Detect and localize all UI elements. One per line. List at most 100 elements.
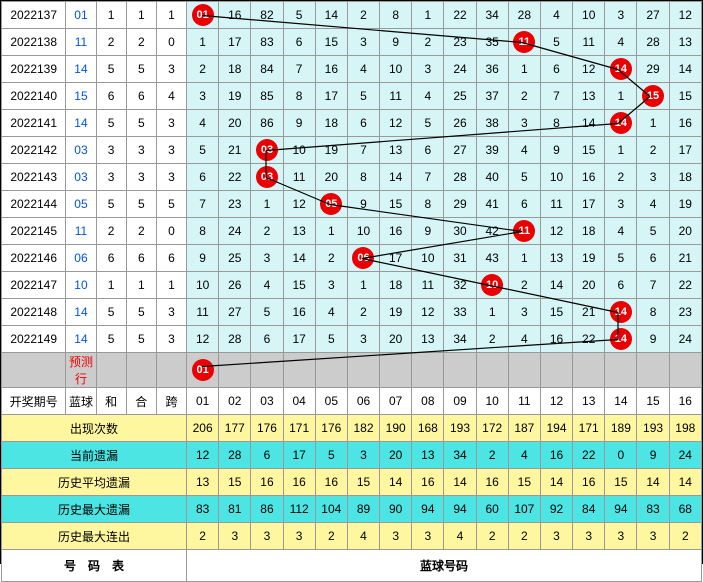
grid-cell: 11 [540, 191, 572, 218]
grid-cell: 24 [444, 56, 476, 83]
blue-cell: 10 [66, 272, 96, 299]
grid-cell: 2 [476, 326, 508, 353]
grid-cell: 12 [669, 2, 701, 29]
stat-row: 当前遗漏1228617532013342416220924 [2, 442, 702, 469]
stat-val: 3 [540, 523, 572, 550]
grid-cell: 19 [380, 299, 412, 326]
heval-cell: 3 [126, 164, 156, 191]
grid-cell: 11 [412, 272, 444, 299]
winning-ball: 14 [610, 301, 632, 323]
hdr-num: 11 [508, 388, 540, 415]
grid-cell: 28 [219, 326, 251, 353]
grid-cell: 11 [283, 164, 315, 191]
grid-cell: 17 [315, 83, 347, 110]
blue-cell: 05 [66, 191, 96, 218]
grid-cell: 6 [251, 326, 283, 353]
he-cell: 5 [96, 326, 126, 353]
grid-cell: 36 [476, 56, 508, 83]
period-cell: 2022139 [2, 56, 66, 83]
grid-cell: 10 [476, 272, 508, 299]
grid-cell: 11 [573, 29, 605, 56]
kua-cell: 3 [156, 56, 186, 83]
grid-cell: 13 [669, 29, 701, 56]
data-row: 2022144055557231120591582941611173419 [2, 191, 702, 218]
stat-val: 4 [508, 442, 540, 469]
stat-val: 193 [637, 415, 669, 442]
grid-cell: 43 [476, 245, 508, 272]
stat-val: 34 [444, 442, 476, 469]
data-row: 20221491455312286175320133424162214924 [2, 326, 702, 353]
grid-cell: 2 [251, 218, 283, 245]
grid-cell: 10 [540, 164, 572, 191]
grid-cell: 35 [476, 29, 508, 56]
grid-cell: 7 [637, 272, 669, 299]
stat-val: 172 [476, 415, 508, 442]
heval-cell: 2 [126, 29, 156, 56]
grid-cell: 14 [605, 56, 637, 83]
stat-val: 3 [283, 523, 315, 550]
stat-val: 4 [444, 523, 476, 550]
hdr-num: 10 [476, 388, 508, 415]
grid-cell: 4 [508, 326, 540, 353]
hdr-num: 08 [412, 388, 444, 415]
period-cell: 2022142 [2, 137, 66, 164]
stat-row: 历史最大连出2333243342233332 [2, 523, 702, 550]
hdr-num: 12 [540, 388, 572, 415]
kua-cell: 3 [156, 326, 186, 353]
stat-val: 16 [315, 469, 347, 496]
stat-val: 171 [573, 415, 605, 442]
grid-cell: 9 [380, 29, 412, 56]
grid-cell: 23 [444, 29, 476, 56]
grid-cell: 15 [573, 137, 605, 164]
period-cell: 2022145 [2, 218, 66, 245]
stat-val: 189 [605, 415, 637, 442]
blue-cell: 11 [66, 218, 96, 245]
stat-val: 15 [508, 469, 540, 496]
data-row: 20221370111101168251428122342841032712 [2, 2, 702, 29]
blue-cell: 14 [66, 299, 96, 326]
grid-cell: 14 [605, 299, 637, 326]
grid-cell: 14 [605, 326, 637, 353]
grid-cell: 3 [347, 326, 379, 353]
winning-ball: 05 [320, 193, 342, 215]
predict-cell [508, 353, 540, 388]
grid-cell: 5 [412, 110, 444, 137]
he-cell: 1 [96, 272, 126, 299]
stat-val: 2 [508, 523, 540, 550]
data-row: 20221471011110264153118113210214206722 [2, 272, 702, 299]
grid-cell: 40 [476, 164, 508, 191]
heval-cell: 5 [126, 110, 156, 137]
grid-cell: 23 [219, 191, 251, 218]
grid-cell: 9 [283, 110, 315, 137]
winning-ball: 03 [256, 139, 278, 161]
data-row: 2022140156643198581751142537271311515 [2, 83, 702, 110]
hdr-period: 开奖期号 [2, 388, 66, 415]
grid-cell: 6 [412, 137, 444, 164]
grid-cell: 2 [508, 272, 540, 299]
blue-cell: 14 [66, 56, 96, 83]
grid-cell: 20 [380, 326, 412, 353]
data-row: 2022142033335210310197136273949151217 [2, 137, 702, 164]
grid-cell: 17 [380, 245, 412, 272]
grid-cell: 26 [219, 272, 251, 299]
grid-cell: 13 [283, 218, 315, 245]
stat-val: 16 [476, 469, 508, 496]
grid-cell: 10 [347, 218, 379, 245]
grid-cell: 21 [669, 245, 701, 272]
winning-ball: 15 [642, 85, 664, 107]
grid-cell: 14 [605, 110, 637, 137]
grid-cell: 16 [669, 110, 701, 137]
predict-cell [219, 353, 251, 388]
grid-cell: 37 [476, 83, 508, 110]
grid-cell: 7 [540, 83, 572, 110]
grid-cell: 27 [444, 137, 476, 164]
grid-cell: 6 [283, 29, 315, 56]
grid-cell: 5 [540, 29, 572, 56]
grid-cell: 1 [476, 299, 508, 326]
grid-cell: 4 [251, 272, 283, 299]
stat-val: 84 [573, 496, 605, 523]
grid-cell: 18 [380, 272, 412, 299]
heval-cell: 5 [126, 326, 156, 353]
stat-val: 3 [347, 442, 379, 469]
stat-val: 24 [669, 442, 701, 469]
